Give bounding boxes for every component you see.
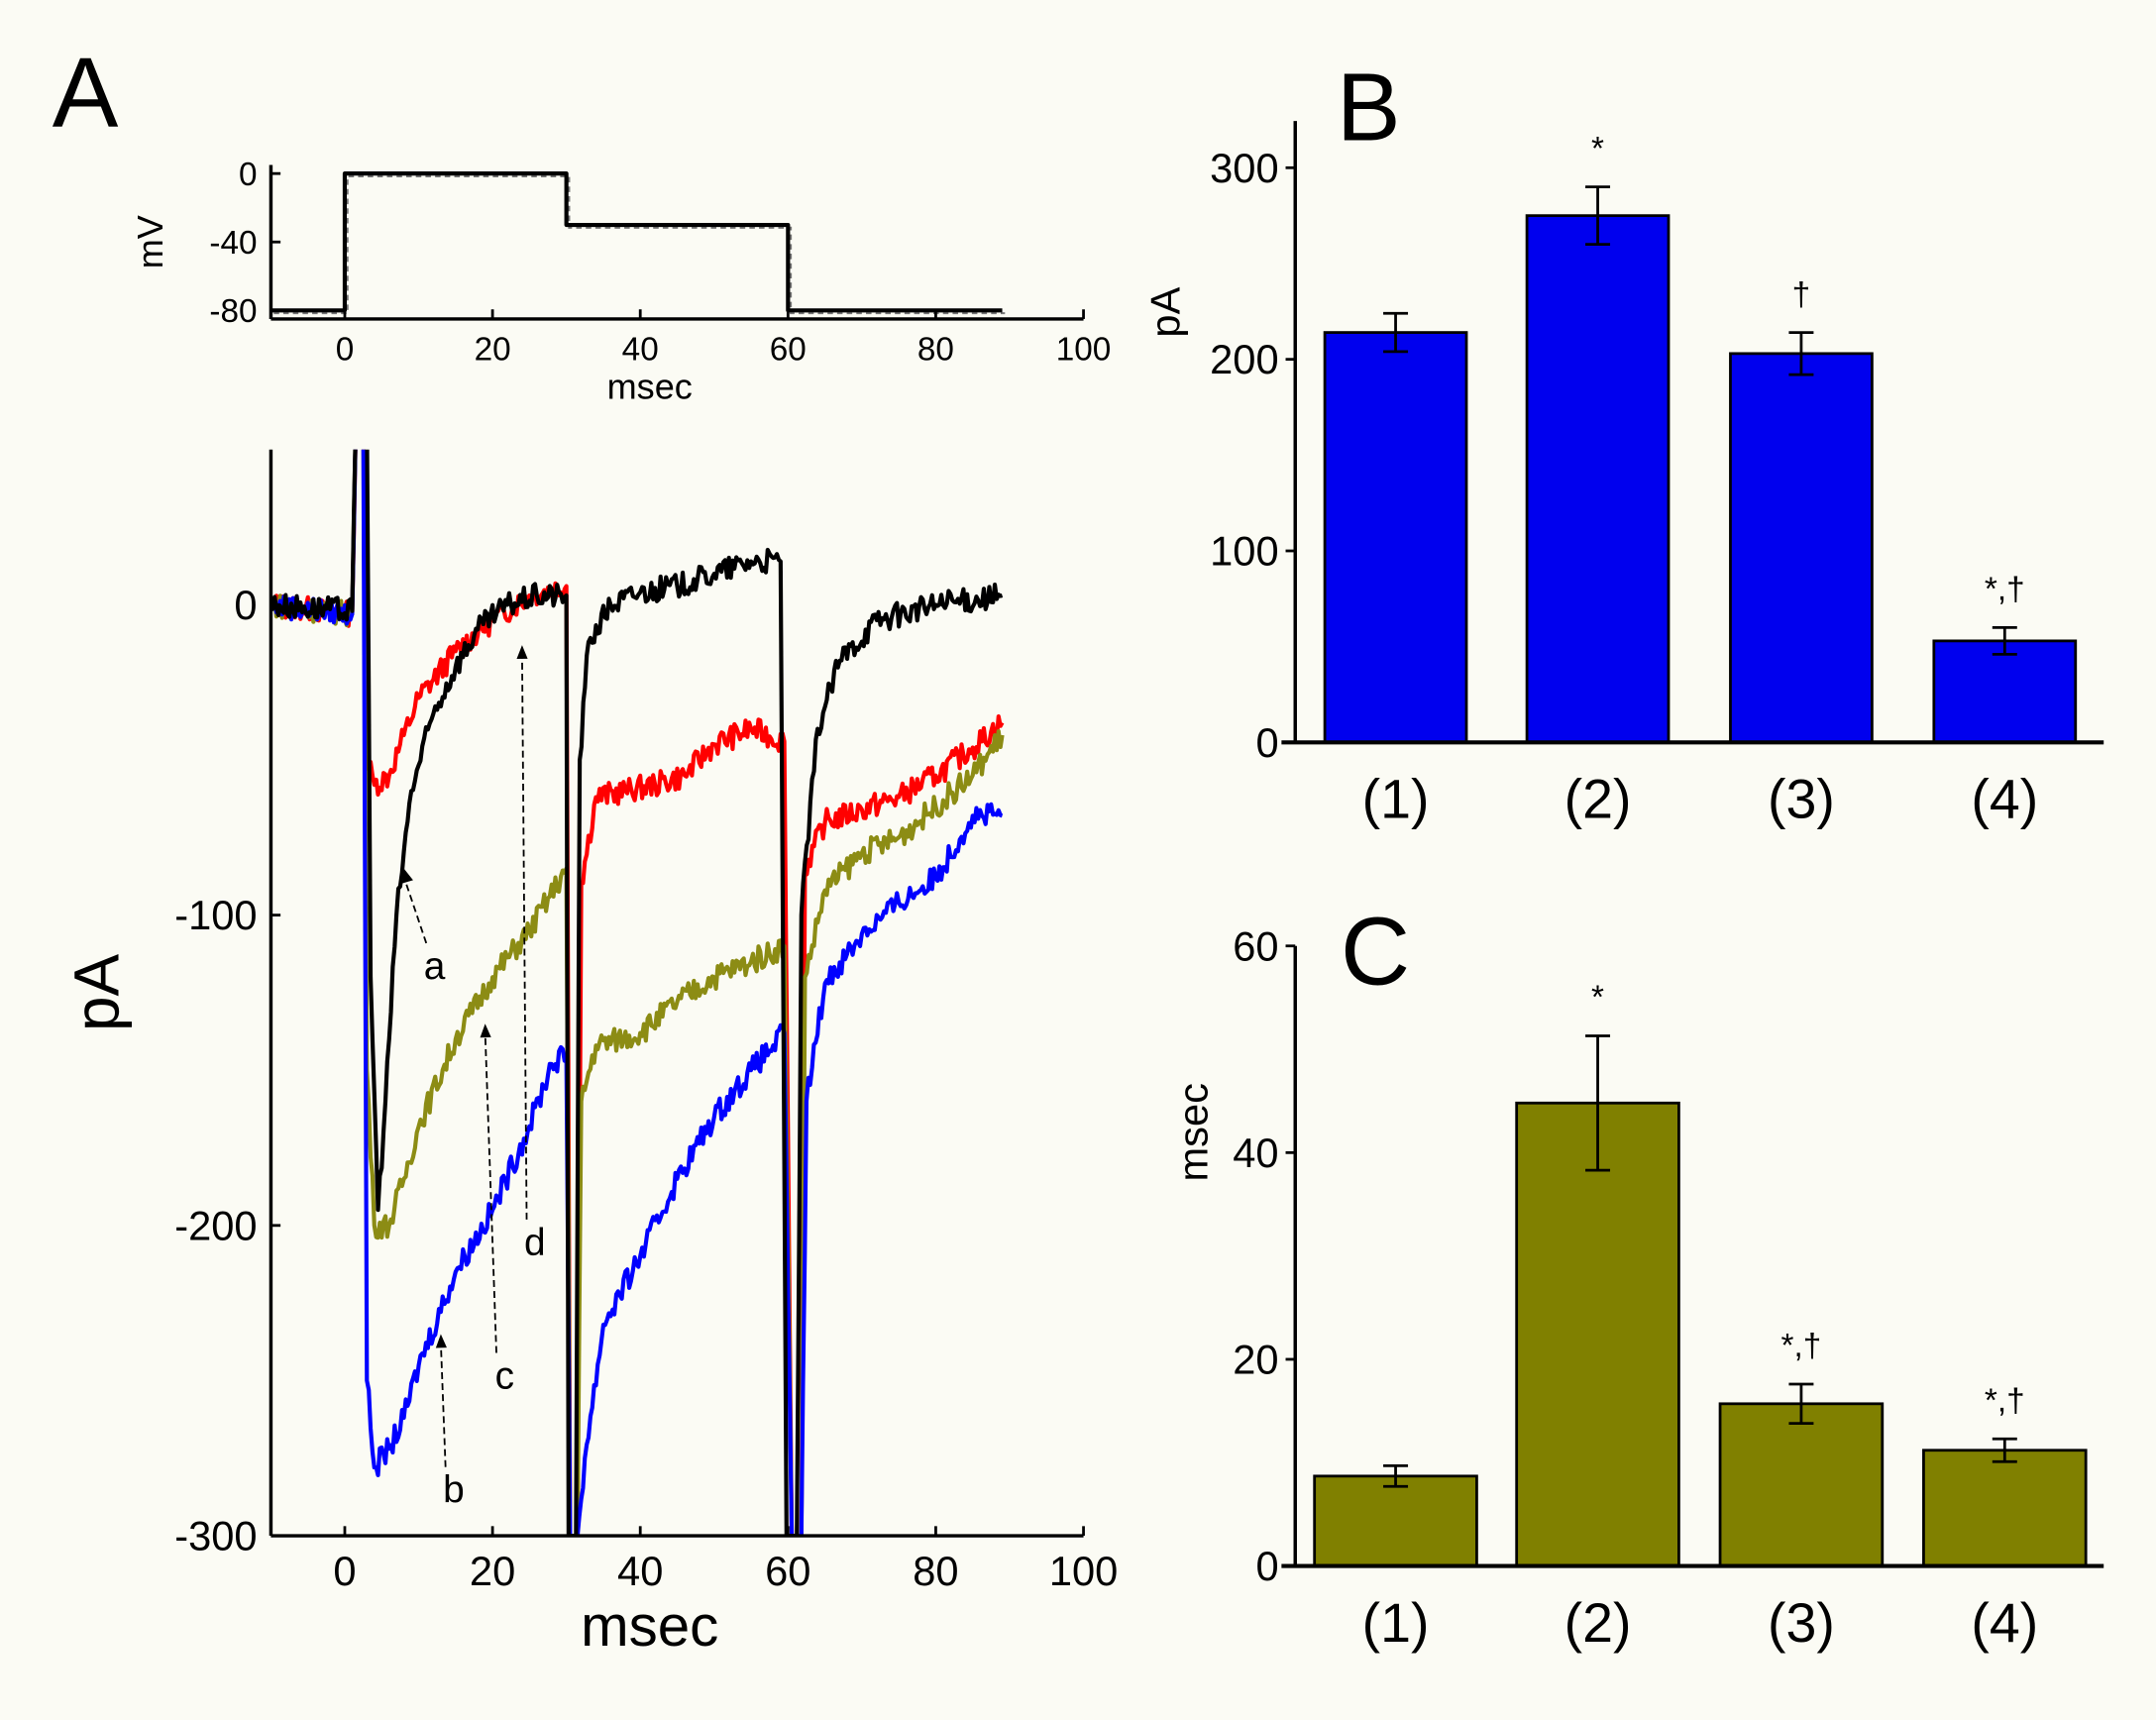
x-axis-label: msec bbox=[607, 366, 693, 406]
annotation-arrow bbox=[521, 653, 528, 1220]
category-label: (4) bbox=[1971, 769, 2038, 830]
x-tick-label: 40 bbox=[617, 1548, 663, 1594]
x-tick-label: 20 bbox=[475, 332, 511, 369]
significance-marker: † bbox=[1792, 276, 1811, 313]
y-tick-label: 0 bbox=[234, 582, 257, 628]
y-tick-label: -200 bbox=[174, 1202, 257, 1248]
y-tick-label: 0 bbox=[1255, 719, 1278, 766]
annotation-label: c bbox=[495, 1355, 514, 1398]
y-tick-label: 60 bbox=[1233, 922, 1278, 969]
category-label: (3) bbox=[1768, 1592, 1835, 1654]
x-axis-label: msec bbox=[581, 1594, 718, 1659]
x-tick-label: 20 bbox=[470, 1548, 515, 1594]
y-axis-label: msec bbox=[1169, 1083, 1216, 1181]
annotation-label: b bbox=[443, 1469, 465, 1512]
panel-label-c: C bbox=[1341, 898, 1410, 1006]
x-tick-label: 0 bbox=[333, 1548, 356, 1594]
y-tick-label: 200 bbox=[1210, 336, 1278, 382]
significance-marker: *,† bbox=[1985, 572, 2025, 608]
category-label: (2) bbox=[1564, 769, 1632, 830]
annotation-label: d bbox=[524, 1222, 546, 1264]
y-tick-label: 40 bbox=[1233, 1129, 1278, 1176]
arrowhead-icon bbox=[516, 645, 528, 660]
y-tick-label: -40 bbox=[209, 225, 257, 262]
y-tick-label: -300 bbox=[174, 1513, 257, 1559]
x-tick-label: 100 bbox=[1049, 1548, 1118, 1594]
category-label: (3) bbox=[1768, 769, 1835, 830]
significance-marker: * bbox=[1591, 131, 1604, 167]
protocol-inset: 0 20 40 60 80 100 0 -40 -80 msec mV bbox=[130, 157, 1112, 407]
x-tick-label: 80 bbox=[917, 332, 954, 369]
category-label: (4) bbox=[1971, 1592, 2038, 1654]
bar bbox=[1932, 639, 2078, 744]
x-tick-label: 60 bbox=[765, 1548, 810, 1594]
bar bbox=[1718, 1402, 1885, 1567]
bar bbox=[1729, 352, 1874, 744]
series-olive bbox=[270, 449, 1005, 1537]
significance-marker: *,† bbox=[1781, 1328, 1822, 1364]
x-tick-label: 80 bbox=[913, 1548, 958, 1594]
series-voltage-step bbox=[270, 171, 1003, 313]
y-tick-label: 20 bbox=[1233, 1337, 1278, 1383]
bar bbox=[1313, 1474, 1478, 1567]
category-label: (2) bbox=[1564, 1592, 1632, 1654]
x-tick-label: 40 bbox=[622, 332, 659, 369]
y-axis-label: pA bbox=[60, 953, 132, 1030]
arrowhead-icon bbox=[435, 1334, 447, 1348]
y-tick-label: 100 bbox=[1210, 528, 1278, 575]
x-tick-label: 0 bbox=[336, 332, 355, 369]
series-black bbox=[270, 449, 1004, 1537]
current-traces-plot: 0 20 40 60 80 100 0 -100 -200 -300 msec pA a b c d bbox=[60, 449, 1118, 1659]
annotation-arrow bbox=[440, 1342, 447, 1467]
significance-marker: * bbox=[1591, 980, 1604, 1017]
y-tick-label: 300 bbox=[1210, 145, 1278, 191]
x-tick-label: 60 bbox=[770, 332, 807, 369]
panel-label-a: A bbox=[53, 39, 119, 149]
bar bbox=[1922, 1449, 2088, 1567]
significance-marker: *,† bbox=[1985, 1383, 2025, 1420]
series-dashed-voltage-step bbox=[273, 174, 1006, 315]
annotation-label: a bbox=[424, 945, 446, 988]
y-tick-label: 0 bbox=[1255, 1543, 1278, 1589]
annotation-arrow bbox=[402, 876, 428, 944]
category-label: (1) bbox=[1362, 769, 1430, 830]
category-label: (1) bbox=[1362, 1592, 1430, 1654]
y-tick-label: 0 bbox=[239, 157, 258, 193]
annotation-arrow bbox=[484, 1031, 497, 1353]
series-red bbox=[270, 449, 1005, 1537]
y-axis-label: mV bbox=[130, 215, 170, 269]
x-tick-label: 100 bbox=[1056, 332, 1112, 369]
peak-current-bar-chart: (1) * (2) † (3) *,† (4) 0 100 200 300 pA bbox=[1142, 121, 2104, 830]
arrowhead-icon bbox=[402, 868, 413, 884]
panel-label-b: B bbox=[1337, 54, 1401, 161]
bar bbox=[1515, 1101, 1680, 1567]
arrowhead-icon bbox=[480, 1023, 491, 1038]
bar bbox=[1323, 331, 1468, 744]
bar bbox=[1525, 214, 1671, 744]
time-constant-bar-chart: (1) * (2) *,† (3) *,† (4) 0 20 40 60 msec bbox=[1169, 922, 2104, 1654]
series-blue bbox=[270, 449, 1004, 1537]
y-axis-label: pA bbox=[1142, 286, 1189, 337]
y-tick-label: -80 bbox=[209, 293, 257, 330]
y-tick-label: -100 bbox=[174, 892, 257, 938]
